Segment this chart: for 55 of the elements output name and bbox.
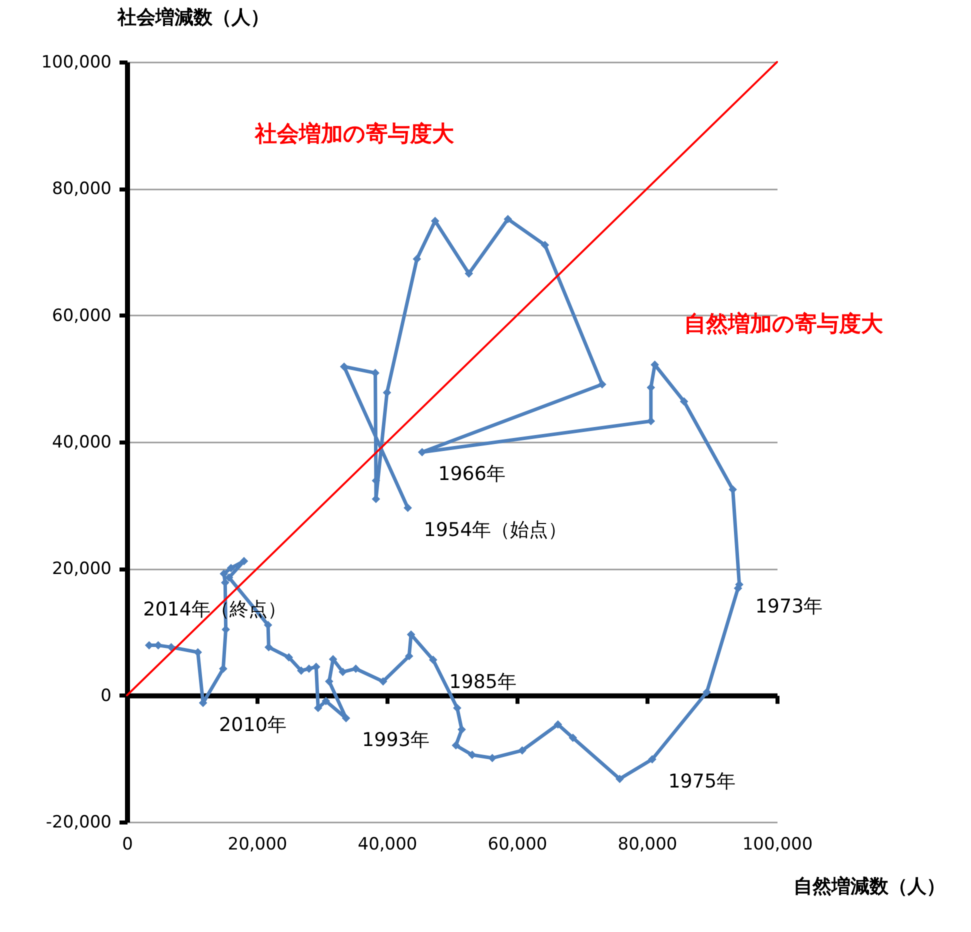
point: [616, 774, 624, 784]
point: [452, 741, 460, 750]
x-tick-label: 0: [122, 834, 133, 854]
point: [554, 720, 562, 729]
point: [226, 564, 236, 572]
point: [404, 504, 412, 512]
point: [518, 746, 526, 755]
y-tick-label: 80,000: [52, 179, 112, 200]
y-tick-label: 100,000: [41, 52, 112, 72]
point: [240, 556, 248, 566]
point: [322, 696, 330, 706]
point: [338, 668, 347, 676]
x-tick-label: 40,000: [358, 834, 418, 854]
point: [540, 240, 550, 250]
point: [219, 664, 228, 673]
x-tick-label: 100,000: [742, 834, 813, 854]
point: [488, 754, 496, 762]
y-axis-title: 社会増減数（人）: [116, 6, 270, 28]
point: [284, 653, 294, 662]
point: [468, 750, 476, 760]
y-tick-label: 40,000: [52, 432, 112, 452]
point: [378, 677, 388, 686]
point: [504, 214, 512, 224]
annotation: 2010年: [219, 714, 286, 736]
y-tick-label: 60,000: [52, 306, 112, 326]
point: [304, 664, 314, 673]
point: [342, 714, 350, 722]
point: [428, 656, 438, 664]
point: [680, 397, 688, 406]
point: [464, 269, 474, 278]
y-tick-label: 20,000: [52, 559, 112, 580]
x-axis-title: 自然増減数（人）: [794, 876, 946, 898]
point: [702, 688, 711, 696]
annotation: 1973年: [755, 596, 823, 618]
annotation: 自然増加の寄与度大: [684, 311, 884, 338]
point: [167, 643, 176, 652]
point: [297, 666, 306, 675]
point: [568, 734, 578, 742]
point: [648, 755, 656, 764]
point: [352, 664, 360, 673]
point: [458, 725, 466, 734]
x-tick-label: 20,000: [228, 834, 288, 854]
annotation: 1985年: [449, 670, 517, 693]
y-tick-label: -20,000: [46, 812, 112, 832]
x-tick-label: 80,000: [618, 834, 678, 854]
point: [430, 216, 440, 226]
annotation: 1966年: [438, 463, 506, 486]
annotation: 社会増加の寄与度大: [254, 121, 455, 148]
annotation: 1993年: [362, 729, 430, 752]
point: [453, 704, 462, 712]
point: [598, 380, 606, 389]
x-tick-label: 60,000: [488, 834, 548, 854]
annotation: 1954年（始点）: [424, 518, 568, 541]
annotation: 1975年: [668, 770, 736, 792]
y-tick-label: 0: [100, 686, 112, 706]
